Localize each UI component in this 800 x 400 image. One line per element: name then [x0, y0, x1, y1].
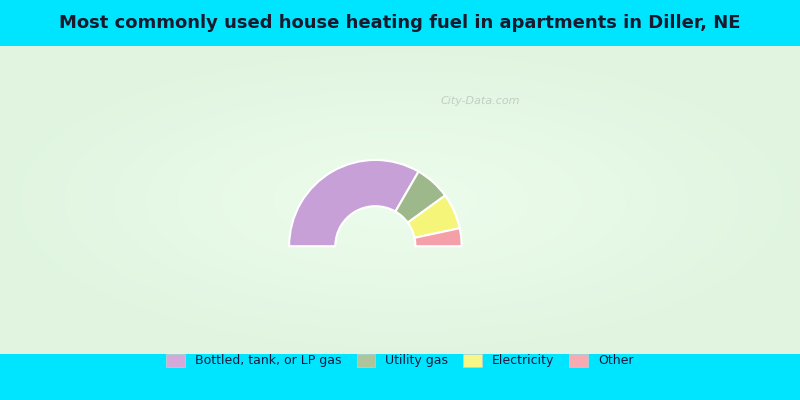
Wedge shape	[289, 160, 418, 246]
Legend: Bottled, tank, or LP gas, Utility gas, Electricity, Other: Bottled, tank, or LP gas, Utility gas, E…	[162, 349, 638, 372]
Wedge shape	[395, 172, 445, 223]
Text: City-Data.com: City-Data.com	[440, 96, 520, 106]
Wedge shape	[414, 228, 462, 246]
Wedge shape	[408, 196, 460, 238]
Text: Most commonly used house heating fuel in apartments in Diller, NE: Most commonly used house heating fuel in…	[59, 14, 741, 32]
